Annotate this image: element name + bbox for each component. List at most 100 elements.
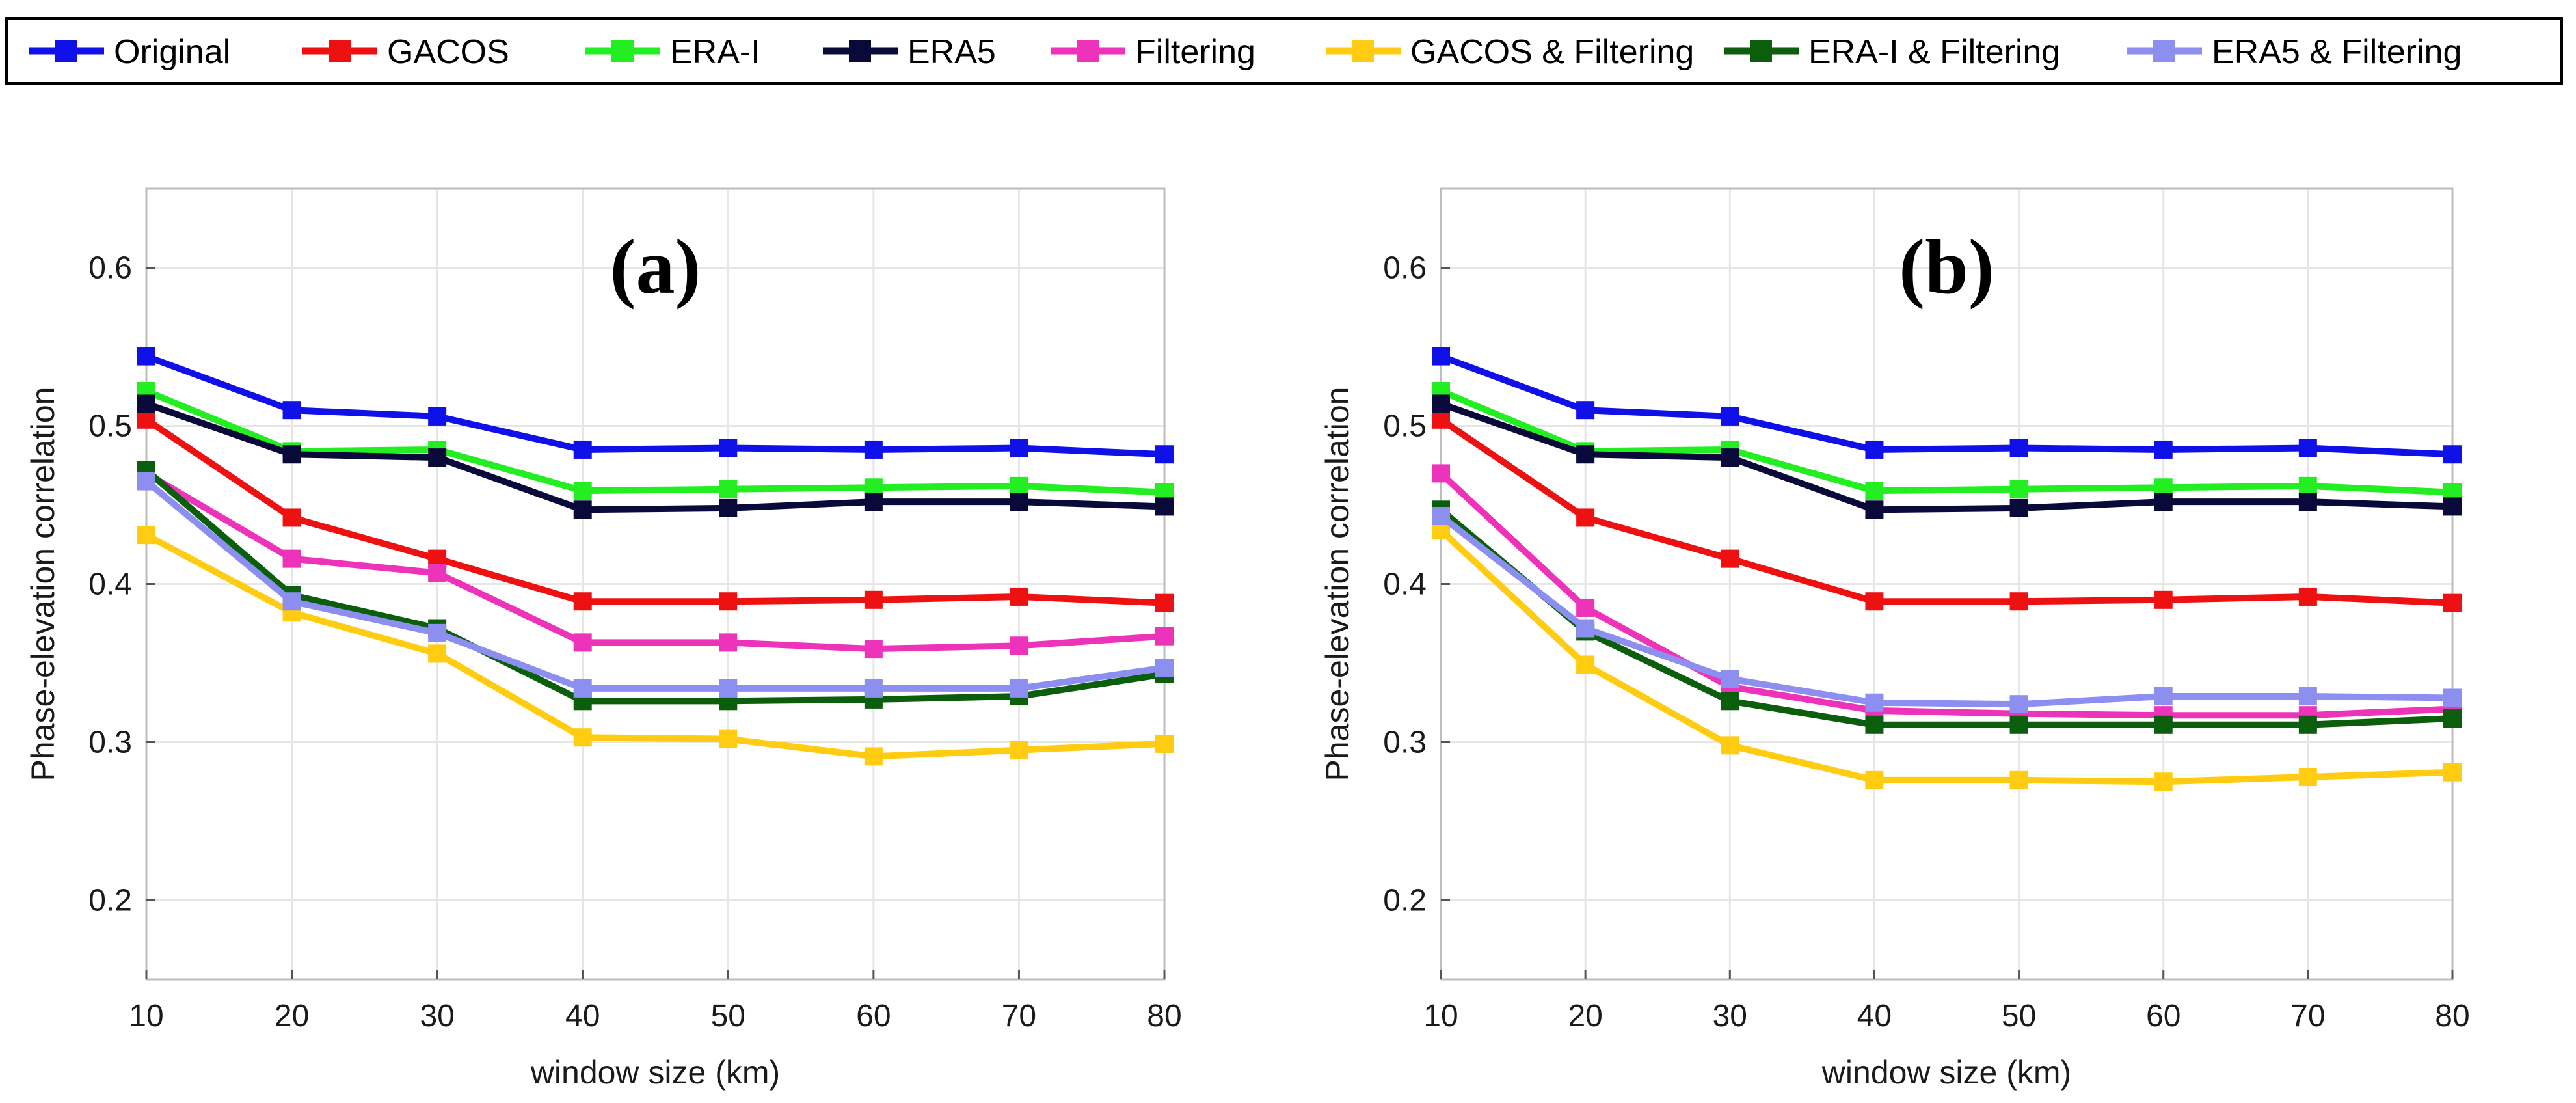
data-point-era5-and-filtering-a-60 (864, 679, 883, 698)
y-axis-label-a: Phase-elevation correlation (25, 387, 61, 782)
data-point-era5-and-filtering-a-20 (282, 592, 301, 611)
data-point-era5-and-filtering-b-60 (2154, 687, 2173, 706)
data-point-era5-b-20 (1576, 445, 1595, 464)
legend-marker-era5-and-filtering (2153, 40, 2175, 62)
x-tick-label-b-5: 60 (2146, 999, 2180, 1033)
data-point-era5-a-80 (1155, 497, 1174, 516)
data-point-original-b-60 (2154, 440, 2173, 459)
legend-label-original: Original (114, 33, 230, 71)
series-line-era-i-b (1440, 388, 2453, 496)
data-point-gacos-and-filtering-a-80 (1155, 734, 1174, 753)
data-point-era5-and-filtering-b-50 (2009, 695, 2028, 714)
series-line-era-i-and-filtering-a (144, 467, 1165, 705)
x-tick-label-a-3: 40 (565, 999, 600, 1033)
y-tick-label-b-3: 0.5 (1383, 409, 1427, 444)
data-point-original-a-40 (573, 440, 592, 459)
series-era5-b (1432, 394, 2462, 519)
series-line-filtering-a (144, 470, 1165, 653)
data-point-gacos-and-filtering-b-70 (2298, 767, 2317, 786)
data-point-era-i-a-70 (1010, 476, 1028, 495)
x-tick-label-b-4: 50 (2002, 999, 2036, 1033)
y-axis-label-b: Phase-elevation correlation (1319, 387, 1356, 782)
data-point-gacos-a-60 (864, 590, 883, 609)
data-point-era5-b-30 (1721, 448, 1739, 467)
data-point-era5-and-filtering-b-80 (2443, 688, 2462, 707)
legend-marker-era-i (611, 40, 634, 62)
data-point-era5-a-20 (282, 445, 301, 464)
data-point-filtering-a-60 (864, 640, 883, 659)
data-point-original-b-40 (1865, 440, 1884, 459)
data-point-gacos-b-30 (1721, 549, 1739, 568)
series-gacos-and-filtering-b (1432, 521, 2462, 791)
x-tick-label-a-0: 10 (129, 999, 163, 1033)
data-point-filtering-a-30 (428, 564, 447, 582)
series-gacos-and-filtering-a (137, 526, 1174, 766)
data-point-gacos-a-50 (719, 592, 738, 611)
series-line-era5-and-filtering-b (1438, 513, 2453, 708)
panel-title-a: (a) (610, 223, 701, 310)
data-point-era5-and-filtering-a-80 (1155, 659, 1174, 677)
series-line-era-i-and-filtering-b (1438, 507, 2453, 728)
y-tick-label-a-4: 0.6 (88, 251, 132, 286)
data-point-gacos-and-filtering-a-60 (864, 747, 883, 766)
legend: Original GACOS ERA-I ERA5 Filtering GACOS & F… (5, 17, 2563, 85)
x-tick-label-a-1: 20 (275, 999, 309, 1033)
series-line-era5-a (145, 400, 1165, 513)
y-tick-label-a-1: 0.3 (88, 726, 132, 760)
series-era5-and-filtering-b (1432, 507, 2462, 714)
data-point-original-b-80 (2443, 445, 2462, 464)
series-era5-and-filtering-a (137, 472, 1174, 698)
data-point-era5-b-10 (1432, 394, 1450, 413)
data-point-gacos-a-10 (137, 410, 155, 429)
data-point-gacos-a-40 (573, 592, 592, 611)
series-era-i-b (1432, 382, 2462, 502)
data-point-gacos-b-50 (2009, 592, 2028, 611)
data-point-era-i-and-filtering-b-80 (2443, 709, 2462, 728)
x-tick-label-a-2: 30 (420, 999, 454, 1033)
data-point-era5-a-30 (428, 448, 447, 467)
data-point-original-b-70 (2298, 439, 2317, 457)
chart-panel-a: 10 20 30 40 50 60 70 80 0.2 0.3 0.4 0.5 0.6 window si… (25, 187, 1182, 1091)
data-point-original-b-20 (1576, 401, 1595, 420)
data-point-original-a-70 (1010, 439, 1028, 457)
data-point-era5-b-60 (2154, 493, 2173, 511)
data-point-era5-and-filtering-b-70 (2298, 687, 2317, 706)
data-point-original-b-30 (1721, 407, 1739, 426)
series-filtering-a (137, 464, 1174, 659)
data-point-era5-and-filtering-a-10 (137, 472, 155, 491)
data-point-gacos-and-filtering-b-60 (2154, 772, 2173, 791)
data-point-era5-a-50 (719, 498, 738, 517)
series-line-original-b (1440, 353, 2453, 458)
legend-label-era-i: ERA-I (670, 33, 760, 71)
data-point-filtering-b-20 (1576, 598, 1595, 617)
data-point-era-i-b-50 (2009, 480, 2028, 498)
data-point-era5-and-filtering-a-50 (719, 679, 738, 698)
x-axis-label-b: window size (km) (1821, 1054, 2071, 1091)
y-tick-label-b-4: 0.6 (1383, 251, 1427, 286)
data-point-era5-and-filtering-b-30 (1721, 670, 1739, 688)
data-point-filtering-a-50 (719, 633, 738, 652)
data-point-original-a-10 (137, 347, 155, 366)
data-point-era5-and-filtering-b-40 (1865, 693, 1884, 712)
x-tick-label-b-1: 20 (1568, 999, 1602, 1033)
x-tick-label-b-0: 10 (1423, 999, 1458, 1033)
series-gacos-a (137, 410, 1174, 612)
series-line-era-i-a (145, 388, 1165, 496)
data-point-gacos-and-filtering-a-40 (573, 728, 592, 747)
series-line-gacos-a (144, 416, 1165, 606)
data-point-era-i-and-filtering-b-50 (2009, 715, 2028, 734)
legend-label-gacos-and-filtering: GACOS & Filtering (1410, 33, 1694, 71)
data-point-gacos-b-80 (2443, 593, 2462, 612)
data-point-gacos-and-filtering-a-10 (137, 526, 155, 545)
y-tick-label-b-1: 0.3 (1383, 726, 1427, 760)
legend-label-era-i-and-filtering: ERA-I & Filtering (1808, 33, 2060, 71)
legend-item-era5: ERA5 (823, 33, 996, 71)
x-tick-label-b-2: 30 (1713, 999, 1747, 1033)
legend-item-filtering: Filtering (1051, 33, 1255, 71)
y-tick-label-b-0: 0.2 (1383, 884, 1427, 918)
data-point-filtering-a-80 (1155, 627, 1174, 646)
data-point-original-a-80 (1155, 445, 1174, 464)
data-point-gacos-and-filtering-b-80 (2443, 763, 2462, 782)
data-point-era-i-and-filtering-b-30 (1721, 692, 1739, 711)
x-tick-label-a-5: 60 (856, 999, 891, 1033)
